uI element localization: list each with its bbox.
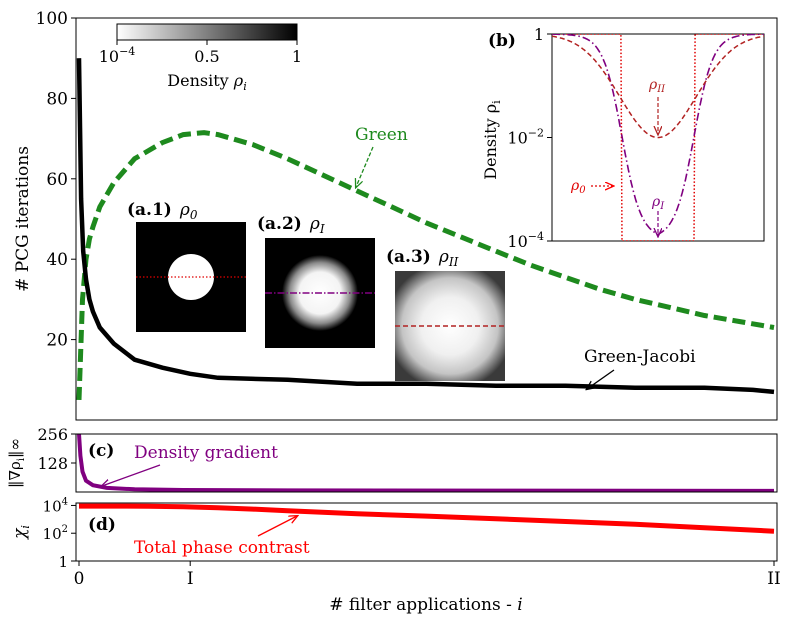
x-axis-tick-label: 0 [74, 569, 85, 589]
colorbar-label: Density ρi [167, 71, 246, 93]
main-y-label: # PCG iterations [13, 146, 33, 292]
density-image-a2: (a.2) ρI [257, 214, 375, 348]
total-phase-contrast-annotation: Total phase contrast [134, 538, 310, 558]
x-axis-tick-label: I [187, 569, 194, 589]
colorbar-tick-label-mid: 0.5 [194, 47, 219, 66]
x-axis-tick-label: II [767, 569, 780, 589]
panel-c-label: (c) [88, 441, 114, 461]
panel-d-y-label: χi [10, 525, 32, 540]
inset-b-rhoII-line [552, 35, 764, 139]
image-a1-inclusion [168, 254, 214, 300]
green-jacobi-annotation-arrow [587, 369, 615, 389]
panel-d-frame [75, 502, 778, 562]
density-image-a3: (a.3) ρII [386, 247, 505, 381]
main-panel: 20 40 60 80 100 # PCG iterations Green Green… [13, 9, 778, 421]
main-y-tick-label: 100 [36, 9, 68, 29]
panel-d-y-tick-label: 102 [43, 524, 68, 543]
x-axis-label: # filter applications - i [329, 595, 522, 615]
colorbar-tick-label-min: 10−4 [99, 45, 136, 66]
main-y-tick-label: 80 [46, 89, 68, 109]
density-image-a1: (a.1) ρ0 [127, 200, 246, 332]
green-jacobi-series-line [76, 58, 775, 395]
inset-b-y-label: Density ρi [481, 100, 503, 180]
panel-d-label: (d) [88, 515, 116, 535]
panel-c-y-tick-label: 128 [37, 454, 68, 473]
panel-d-y-ticks: 1 102 104 [43, 496, 76, 571]
green-jacobi-annotation: Green-Jacobi [584, 347, 696, 367]
colorbar-tick-label-max: 1 [292, 47, 302, 66]
main-axes-frame [75, 17, 778, 421]
colorbar-gradient [116, 23, 298, 41]
inset-b-rhoI-annotation: ρI [651, 194, 665, 212]
total-phase-contrast-arrow [257, 516, 297, 537]
main-y-ticks: 20 40 60 80 100 [36, 9, 76, 351]
panel-d-y-tick-label: 104 [43, 496, 68, 515]
inset-b-rhoII-annotation: ρII [648, 77, 666, 95]
panel-d-y-tick-label: 1 [58, 553, 68, 571]
image-a3-label: (a.3) ρII [386, 247, 459, 269]
green-series-line [76, 130, 775, 400]
green-annotation-arrow [356, 146, 374, 187]
main-y-tick-label: 60 [46, 170, 68, 190]
colorbar: 10−4 0.5 1 Density ρi [99, 23, 302, 93]
panel-c: 128 256 (c) Density gradient ‖∇ρi‖∞ [6, 425, 778, 493]
image-a2-label: (a.2) ρI [257, 214, 325, 236]
image-a3-inclusion [395, 271, 505, 381]
panel-c-y-ticks: 128 256 [37, 425, 76, 473]
density-gradient-arrow [102, 464, 161, 486]
inset-b-y-ticks: 1 10−2 10−4 [507, 25, 552, 251]
main-y-tick-label: 40 [46, 250, 68, 270]
panel-d: 1 102 104 (d) Total phase contrast χi [10, 496, 778, 571]
density-gradient-annotation: Density gradient [134, 443, 278, 463]
density-gradient-line [77, 434, 775, 492]
inset-b-rho0-annotation: ρ0 [570, 178, 586, 196]
inset-b-y-tick-label: 10−4 [507, 230, 544, 251]
green-annotation: Green [355, 125, 408, 145]
x-axis-ticks: 0 I II [74, 561, 781, 589]
inset-b-label: (b) [488, 31, 516, 51]
image-a1-label: (a.1) ρ0 [127, 200, 198, 222]
panel-c-y-label: ‖∇ρi‖∞ [6, 438, 27, 488]
inset-panel-b: 1 10−2 10−4 (b) Density ρi ρII ρI ρ0 [481, 25, 765, 251]
main-y-tick-label: 20 [46, 331, 68, 351]
total-phase-contrast-line [79, 503, 775, 534]
inset-b-y-tick-label: 1 [534, 25, 544, 44]
panel-c-y-tick-label: 256 [37, 425, 68, 444]
inset-b-y-tick-label: 10−2 [507, 127, 544, 148]
